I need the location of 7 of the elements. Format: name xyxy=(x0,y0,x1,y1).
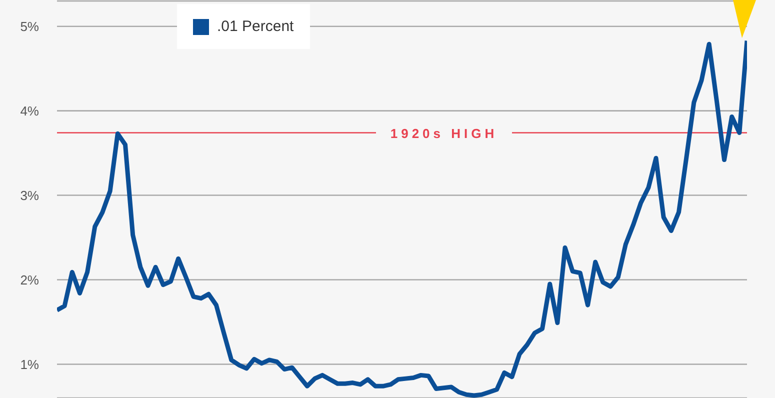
ref-line-label: 1920s HIGH xyxy=(390,126,498,141)
legend-label: .01 Percent xyxy=(217,18,294,35)
y-tick-label: 5% xyxy=(20,18,40,34)
y-tick-label: 2% xyxy=(20,272,40,288)
y-tick-label: 3% xyxy=(20,188,40,203)
y-tick-label: 1% xyxy=(20,356,40,372)
y-tick-label: 4% xyxy=(20,103,40,118)
